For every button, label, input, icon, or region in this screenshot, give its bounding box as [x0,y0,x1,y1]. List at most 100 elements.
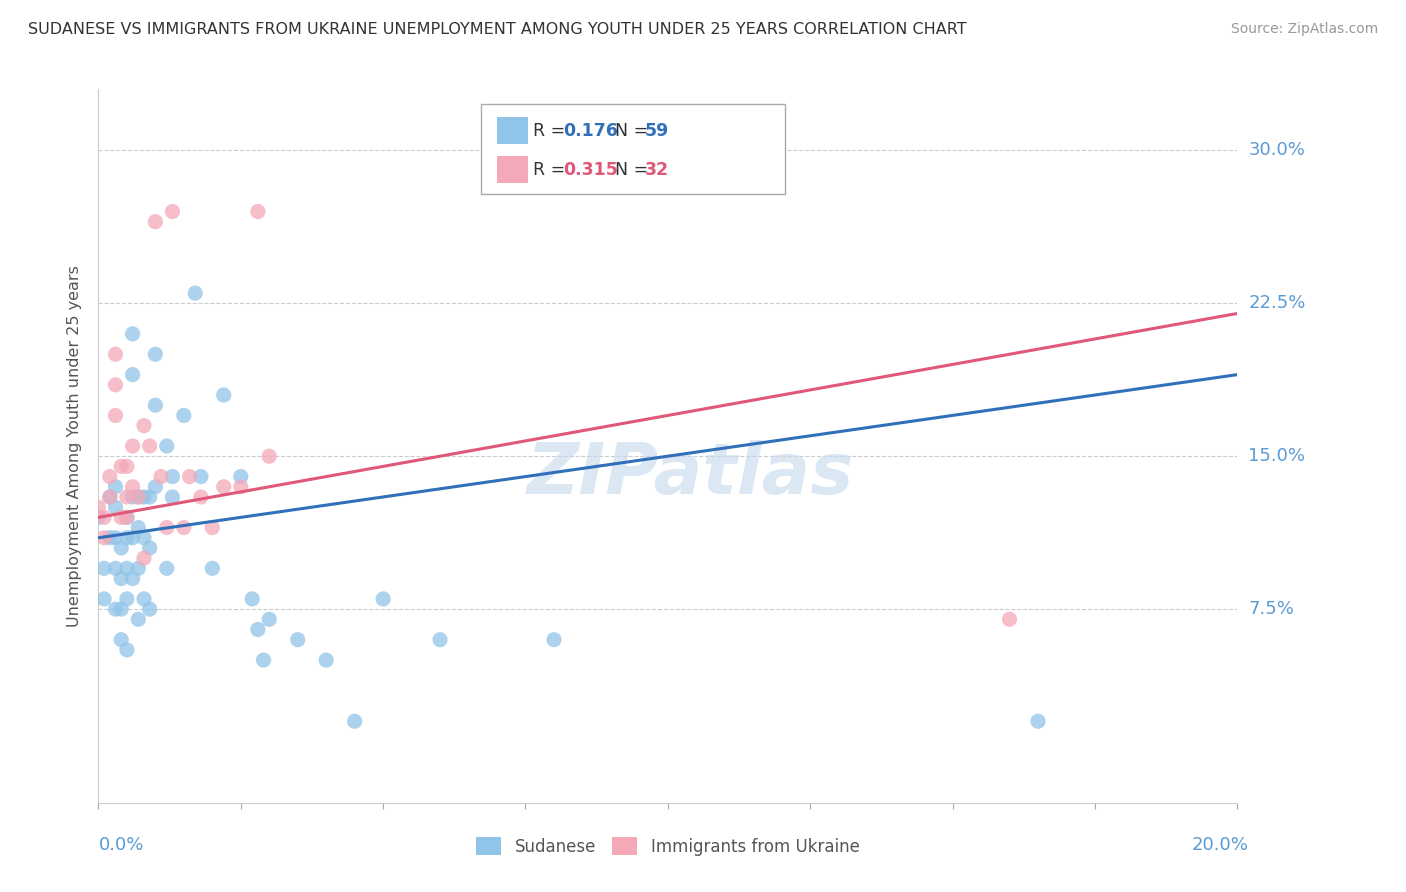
Point [173,409,195,423]
Point [212,480,235,494]
Text: 0.315: 0.315 [562,161,617,178]
Point [93,561,115,575]
Point [138,602,160,616]
Text: N =: N = [614,122,654,140]
Point [93,531,115,545]
Point [190,469,212,483]
Text: Source: ZipAtlas.com: Source: ZipAtlas.com [1230,22,1378,37]
Point [173,520,195,534]
Point [115,510,138,524]
Point [115,510,138,524]
Point [145,215,167,229]
Text: 15.0%: 15.0% [1249,447,1305,466]
Point [98,469,121,483]
Point [252,653,274,667]
Point [543,632,565,647]
Point [104,602,127,616]
Point [121,368,143,382]
Point [138,439,160,453]
Point [315,653,337,667]
Text: R =: R = [533,161,571,178]
Point [229,480,252,494]
Point [240,591,263,606]
Point [87,500,110,515]
Point [156,561,179,575]
Point [98,490,121,504]
Point [138,490,160,504]
Point [115,459,138,474]
Point [132,551,155,566]
Point [115,561,138,575]
Point [104,531,127,545]
Point [429,632,451,647]
Point [212,388,235,402]
Text: R =: R = [533,122,571,140]
Point [110,602,132,616]
Text: SUDANESE VS IMMIGRANTS FROM UKRAINE UNEMPLOYMENT AMONG YOUTH UNDER 25 YEARS CORR: SUDANESE VS IMMIGRANTS FROM UKRAINE UNEM… [28,22,967,37]
Point [150,469,173,483]
Point [115,531,138,545]
Point [259,612,281,626]
Point [110,572,132,586]
Point [190,490,212,504]
Point [998,612,1021,626]
Point [110,632,132,647]
Point [287,632,309,647]
Point [121,490,143,504]
Y-axis label: Unemployment Among Youth under 25 years: Unemployment Among Youth under 25 years [67,265,83,627]
Point [104,500,127,515]
Point [98,531,121,545]
Text: 30.0%: 30.0% [1249,141,1305,160]
Point [229,469,252,483]
Point [110,541,132,555]
Point [132,490,155,504]
Point [93,591,115,606]
Point [115,591,138,606]
Point [132,418,155,433]
Point [145,347,167,361]
Point [93,510,115,524]
Point [104,561,127,575]
Point [145,480,167,494]
Point [127,520,149,534]
Point [162,469,184,483]
Point [145,398,167,412]
Point [110,510,132,524]
Point [127,612,149,626]
Point [138,541,160,555]
Text: ZIPatlas: ZIPatlas [527,440,855,509]
Point [104,409,127,423]
Point [110,459,132,474]
Point [121,326,143,341]
Legend: Sudanese, Immigrants from Ukraine: Sudanese, Immigrants from Ukraine [470,830,866,863]
Point [259,449,281,463]
Point [121,531,143,545]
Text: N =: N = [614,161,654,178]
Point [162,490,184,504]
Point [87,510,110,524]
Point [132,591,155,606]
Point [246,204,269,219]
Text: 0.0%: 0.0% [98,836,143,855]
Point [373,591,395,606]
Point [179,469,201,483]
Point [156,520,179,534]
Text: 7.5%: 7.5% [1249,600,1295,618]
Point [162,204,184,219]
Text: 32: 32 [644,161,669,178]
Point [115,643,138,657]
Point [201,520,224,534]
Point [132,531,155,545]
Point [104,347,127,361]
Point [121,572,143,586]
Point [127,561,149,575]
Point [104,480,127,494]
Point [127,490,149,504]
Point [104,377,127,392]
Point [1026,714,1049,729]
Text: 20.0%: 20.0% [1191,836,1249,855]
Text: 0.176: 0.176 [562,122,617,140]
Point [127,490,149,504]
Text: 59: 59 [644,122,669,140]
Point [184,286,207,301]
